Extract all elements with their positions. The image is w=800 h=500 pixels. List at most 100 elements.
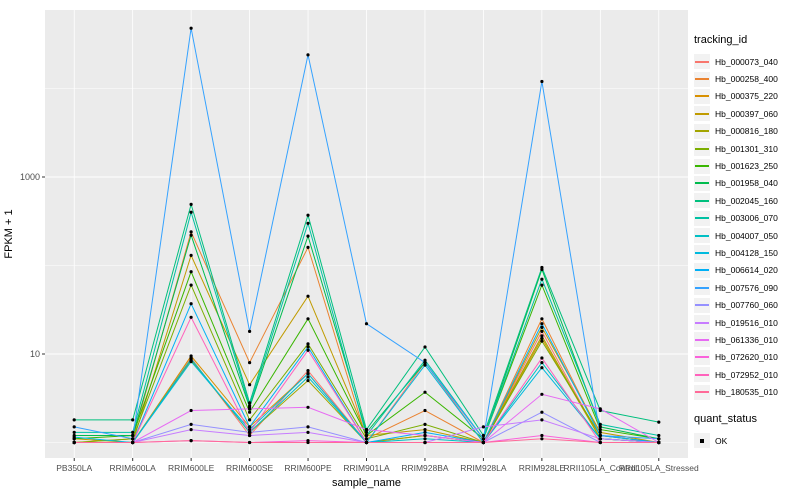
data-point (306, 440, 310, 445)
data-point (657, 437, 661, 441)
legend-entry-label: Hb_006614_020 (715, 265, 778, 276)
data-point (131, 440, 135, 445)
data-point (540, 356, 544, 360)
data-point (481, 440, 485, 445)
legend-key-line (695, 112, 709, 115)
x-tick-label: RRIM928LE (519, 463, 566, 473)
legend-entry-label: Hb_007576_090 (715, 282, 778, 293)
legend-entry-label: Hb_000397_060 (715, 108, 778, 119)
data-point (540, 329, 544, 333)
legend-key-line (695, 147, 709, 150)
legend-entry-Hb_061336_010: Hb_061336_010 (694, 331, 798, 348)
legend-key-swatch (694, 88, 710, 104)
data-point (131, 437, 135, 441)
legend: tracking_id Hb_000073_040 Hb_000258_400 Hb… (694, 34, 798, 449)
legend-key-swatch (694, 123, 710, 139)
x-tick-label: RRIM600LE (168, 463, 215, 473)
data-point (72, 430, 76, 434)
legend-key-line (695, 251, 709, 254)
data-point (189, 357, 193, 361)
data-point (306, 342, 310, 346)
legend-entry-label: Hb_000816_180 (715, 126, 778, 137)
legend-key-line (695, 356, 709, 359)
data-point (248, 428, 252, 432)
legend-key-line (695, 217, 709, 220)
legend-key-line (695, 391, 709, 394)
data-point (364, 428, 369, 432)
data-point (540, 361, 544, 365)
legend-entry-label: Hb_007760_060 (715, 300, 778, 311)
data-point (540, 437, 544, 441)
data-point (189, 270, 193, 274)
data-point (306, 221, 310, 225)
data-point (248, 407, 252, 411)
legend-entry-Hb_180535_010: Hb_180535_010 (694, 383, 798, 400)
data-point (364, 440, 369, 445)
data-point (189, 428, 193, 432)
y-axis-title: FPKM + 1 (3, 209, 15, 259)
data-point (306, 425, 310, 429)
data-point (189, 26, 193, 30)
legend-title-tracking-id: tracking_id (694, 34, 748, 46)
legend-key-swatch (694, 349, 710, 365)
legend-entry-Hb_007760_060: Hb_007760_060 (694, 296, 798, 313)
data-point (248, 418, 252, 422)
data-point (423, 428, 427, 432)
legend-entry-Hb_006614_020: Hb_006614_020 (694, 262, 798, 279)
legend-key-swatch (694, 193, 710, 209)
legend-entry-Hb_007576_090: Hb_007576_090 (694, 279, 798, 296)
data-point (131, 433, 135, 438)
legend-entry-label: Hb_019516_010 (715, 317, 778, 328)
data-point (189, 354, 193, 358)
legend-quant-status: quant_status OK (694, 413, 798, 449)
data-point (189, 408, 193, 413)
data-point (189, 439, 193, 443)
legend-key-line (695, 234, 709, 237)
data-point (306, 213, 310, 217)
legend-key-swatch (694, 245, 710, 261)
data-point (657, 420, 661, 424)
data-point (481, 433, 485, 438)
legend-key-swatch (694, 262, 710, 278)
data-point (657, 440, 661, 445)
data-point (540, 317, 544, 321)
legend-key-line (695, 199, 709, 202)
legend-entry-Hb_000375_220: Hb_000375_220 (694, 88, 798, 105)
data-point (423, 358, 427, 362)
data-point (540, 336, 544, 340)
legend-entry-label: Hb_061336_010 (715, 334, 778, 345)
quant-status-entries: OK (694, 432, 798, 449)
x-tick-label: RRII105LA_Control (563, 463, 637, 473)
legend-entry-Hb_001301_310: Hb_001301_310 (694, 140, 798, 157)
data-point (423, 345, 427, 349)
legend-key-swatch (694, 141, 710, 157)
legend-key-swatch (694, 297, 710, 313)
data-point (540, 418, 544, 422)
data-point (598, 422, 602, 426)
data-point (423, 390, 427, 394)
legend-entry-label: Hb_004007_050 (715, 230, 778, 241)
legend-key-line (695, 130, 709, 133)
legend-entry-label: Hb_072620_010 (715, 352, 778, 363)
data-point (248, 425, 252, 429)
legend-title-quant-status: quant_status (694, 412, 757, 425)
data-point (248, 440, 252, 445)
data-point (306, 245, 310, 249)
data-point (72, 440, 76, 445)
x-tick-label: RRIM600SE (226, 463, 274, 473)
legend-entry-Hb_072620_010: Hb_072620_010 (694, 349, 798, 366)
legend-entry-Hb_004128_150: Hb_004128_150 (694, 244, 798, 261)
legend-key-swatch (694, 106, 710, 122)
data-point (189, 202, 193, 206)
data-point (189, 302, 193, 306)
data-point (248, 361, 252, 365)
legend-key-line (695, 269, 709, 272)
data-point (598, 437, 602, 441)
data-point (423, 361, 427, 365)
legend-entry-Hb_019516_010: Hb_019516_010 (694, 314, 798, 331)
x-tick-label: PB350LA (56, 463, 92, 473)
data-point (540, 322, 544, 326)
data-point (481, 437, 485, 441)
x-tick-label: RRIM901LA (343, 463, 390, 473)
